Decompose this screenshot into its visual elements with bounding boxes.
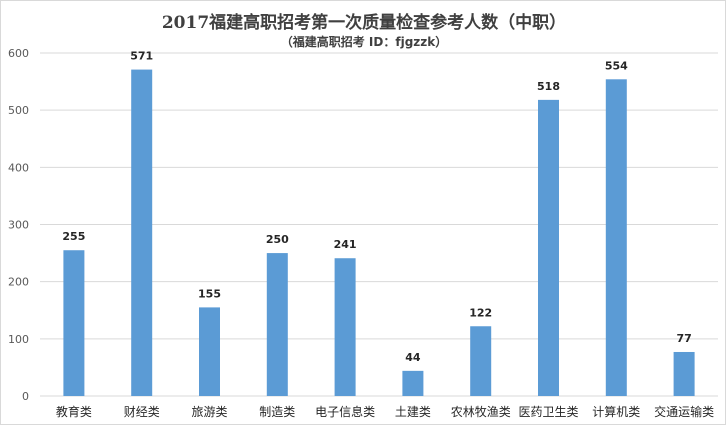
category-label: 教育类	[56, 404, 92, 419]
category-label: 医药卫生类	[518, 405, 578, 419]
bar	[63, 250, 85, 396]
category-label: 交通运输类	[654, 404, 714, 419]
data-label: 518	[537, 80, 560, 93]
y-tick-label: 400	[8, 161, 29, 174]
data-label: 77	[676, 332, 691, 345]
category-label: 土建类	[395, 405, 431, 419]
bar	[605, 79, 627, 397]
bar	[673, 351, 695, 396]
bar	[402, 370, 424, 396]
x-axis-categories: 教育类 财经类 旅游类 制造类 电子信息类 土建类 农林牧渔类 医药卫生类 计算机类 交通运输类	[56, 404, 714, 419]
category-label: 财经类	[124, 405, 160, 419]
category-label: 计算机类	[592, 404, 640, 419]
category-label: 旅游类	[191, 405, 227, 419]
data-label: 44	[405, 351, 421, 364]
y-axis-ticks: 0 100 200 300 400 500 600	[8, 47, 29, 403]
data-label: 241	[334, 238, 357, 251]
data-label: 255	[62, 230, 85, 243]
chart-subtitle: （福建高职招考 ID：fjgzzk）	[280, 35, 448, 49]
category-label: 电子信息类	[315, 404, 375, 419]
y-tick-label: 100	[8, 333, 29, 346]
y-tick-label: 300	[8, 219, 29, 232]
data-label: 554	[605, 59, 628, 72]
y-tick-label: 0	[22, 390, 29, 403]
data-label: 250	[266, 233, 289, 246]
data-label: 122	[469, 306, 492, 319]
data-labels: 255 571 155 250 241 44 122 518 554 77	[62, 50, 691, 364]
bar	[538, 99, 559, 397]
gridlines	[40, 52, 718, 397]
bars	[63, 69, 695, 397]
data-label: 155	[198, 287, 221, 300]
y-tick-label: 200	[8, 276, 29, 289]
bar	[131, 69, 153, 396]
chart-title: 2017福建高职招考第一次质量检查参考人数（中职）	[161, 13, 567, 33]
y-tick-label: 500	[8, 104, 29, 117]
category-label: 制造类	[259, 405, 295, 419]
bar	[334, 258, 356, 396]
bar	[470, 326, 492, 396]
bar	[266, 253, 288, 396]
y-tick-label: 600	[8, 47, 29, 60]
category-label: 农林牧渔类	[451, 405, 511, 419]
data-label: 571	[130, 50, 153, 63]
bar	[199, 307, 220, 396]
